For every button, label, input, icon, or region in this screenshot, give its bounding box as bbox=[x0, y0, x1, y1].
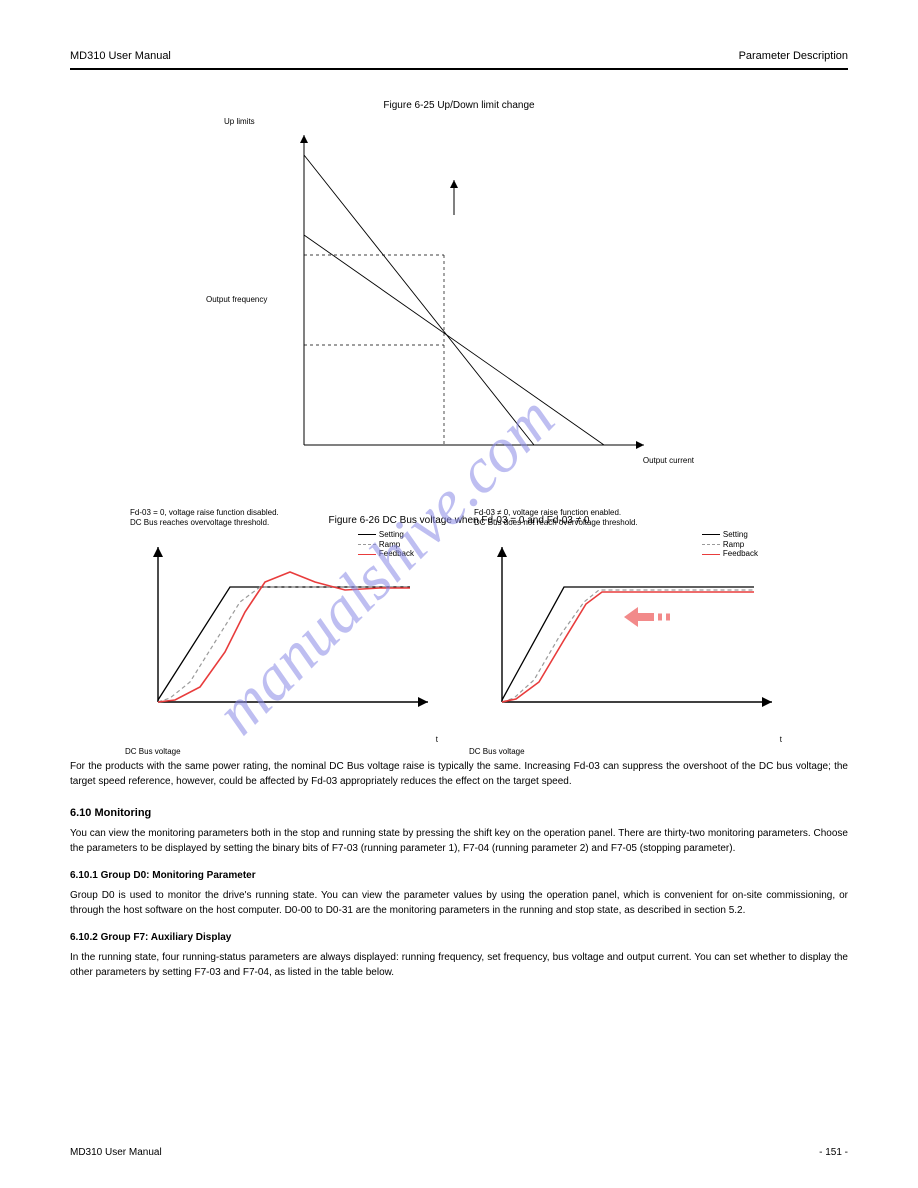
heading-6-10-1: 6.10.1 Group D0: Monitoring Parameter bbox=[70, 870, 848, 881]
para-1: For the products with the same power rat… bbox=[70, 760, 848, 789]
fig2l-legend1: Setting bbox=[358, 530, 414, 540]
fig2-left-title2: DC Bus reaches overvoltage threshold. bbox=[130, 518, 330, 527]
fig2r-legend1: Setting bbox=[702, 530, 758, 540]
fig2r-legend2: Ramp bbox=[702, 540, 758, 550]
fig2-right-panel: Fd-03 ≠ 0, voltage raise function enable… bbox=[474, 532, 788, 752]
heading-6-10-body: You can view the monitoring parameters b… bbox=[70, 827, 848, 856]
fig2-right-title2: DC Bus does not reach overvoltage thresh… bbox=[474, 518, 674, 527]
heading-6-10: 6.10 Monitoring bbox=[70, 807, 848, 819]
fig1-ylabel: Output frequency bbox=[206, 295, 267, 304]
heading-6-10-2: 6.10.2 Group F7: Auxiliary Display bbox=[70, 932, 848, 943]
fig2l-legend3: Feedback bbox=[358, 549, 414, 559]
fig2-left-ylabel: DC Bus voltage bbox=[125, 747, 181, 756]
fig2r-legend3: Feedback bbox=[702, 549, 758, 559]
fig2-left-chart bbox=[130, 532, 440, 722]
heading-6-10-2-body: In the running state, four running-statu… bbox=[70, 951, 848, 980]
header-rule bbox=[70, 68, 848, 70]
fig2-right-chart bbox=[474, 532, 784, 722]
fig2-right-ylabel: DC Bus voltage bbox=[469, 747, 525, 756]
heading-6-10-1-body: Group D0 is used to monitor the drive's … bbox=[70, 889, 848, 918]
header-left: MD310 User Manual bbox=[70, 50, 171, 62]
fig2l-legend2: Ramp bbox=[358, 540, 414, 550]
footer-right: - 151 - bbox=[819, 1147, 848, 1158]
fig1-xlabel: Output current bbox=[643, 456, 694, 465]
fig2-left-xlabel: t bbox=[436, 735, 438, 744]
footer-left: MD310 User Manual bbox=[70, 1147, 162, 1158]
fig1-chart bbox=[244, 115, 674, 485]
fig2-right-title1: Fd-03 ≠ 0, voltage raise function enable… bbox=[474, 508, 674, 517]
fig1-container: Up limits Output frequency Output curren… bbox=[244, 115, 674, 485]
fig2-container: Fd-03 = 0, voltage raise function disabl… bbox=[130, 532, 788, 752]
fig2-left-panel: Fd-03 = 0, voltage raise function disabl… bbox=[130, 532, 444, 752]
fig2-left-title1: Fd-03 = 0, voltage raise function disabl… bbox=[130, 508, 330, 517]
fig2-right-xlabel: t bbox=[780, 735, 782, 744]
fig1-ylabel-top: Up limits bbox=[224, 117, 255, 126]
fig1-caption: Figure 6-25 Up/Down limit change bbox=[70, 100, 848, 111]
header-right: Parameter Description bbox=[739, 50, 848, 62]
